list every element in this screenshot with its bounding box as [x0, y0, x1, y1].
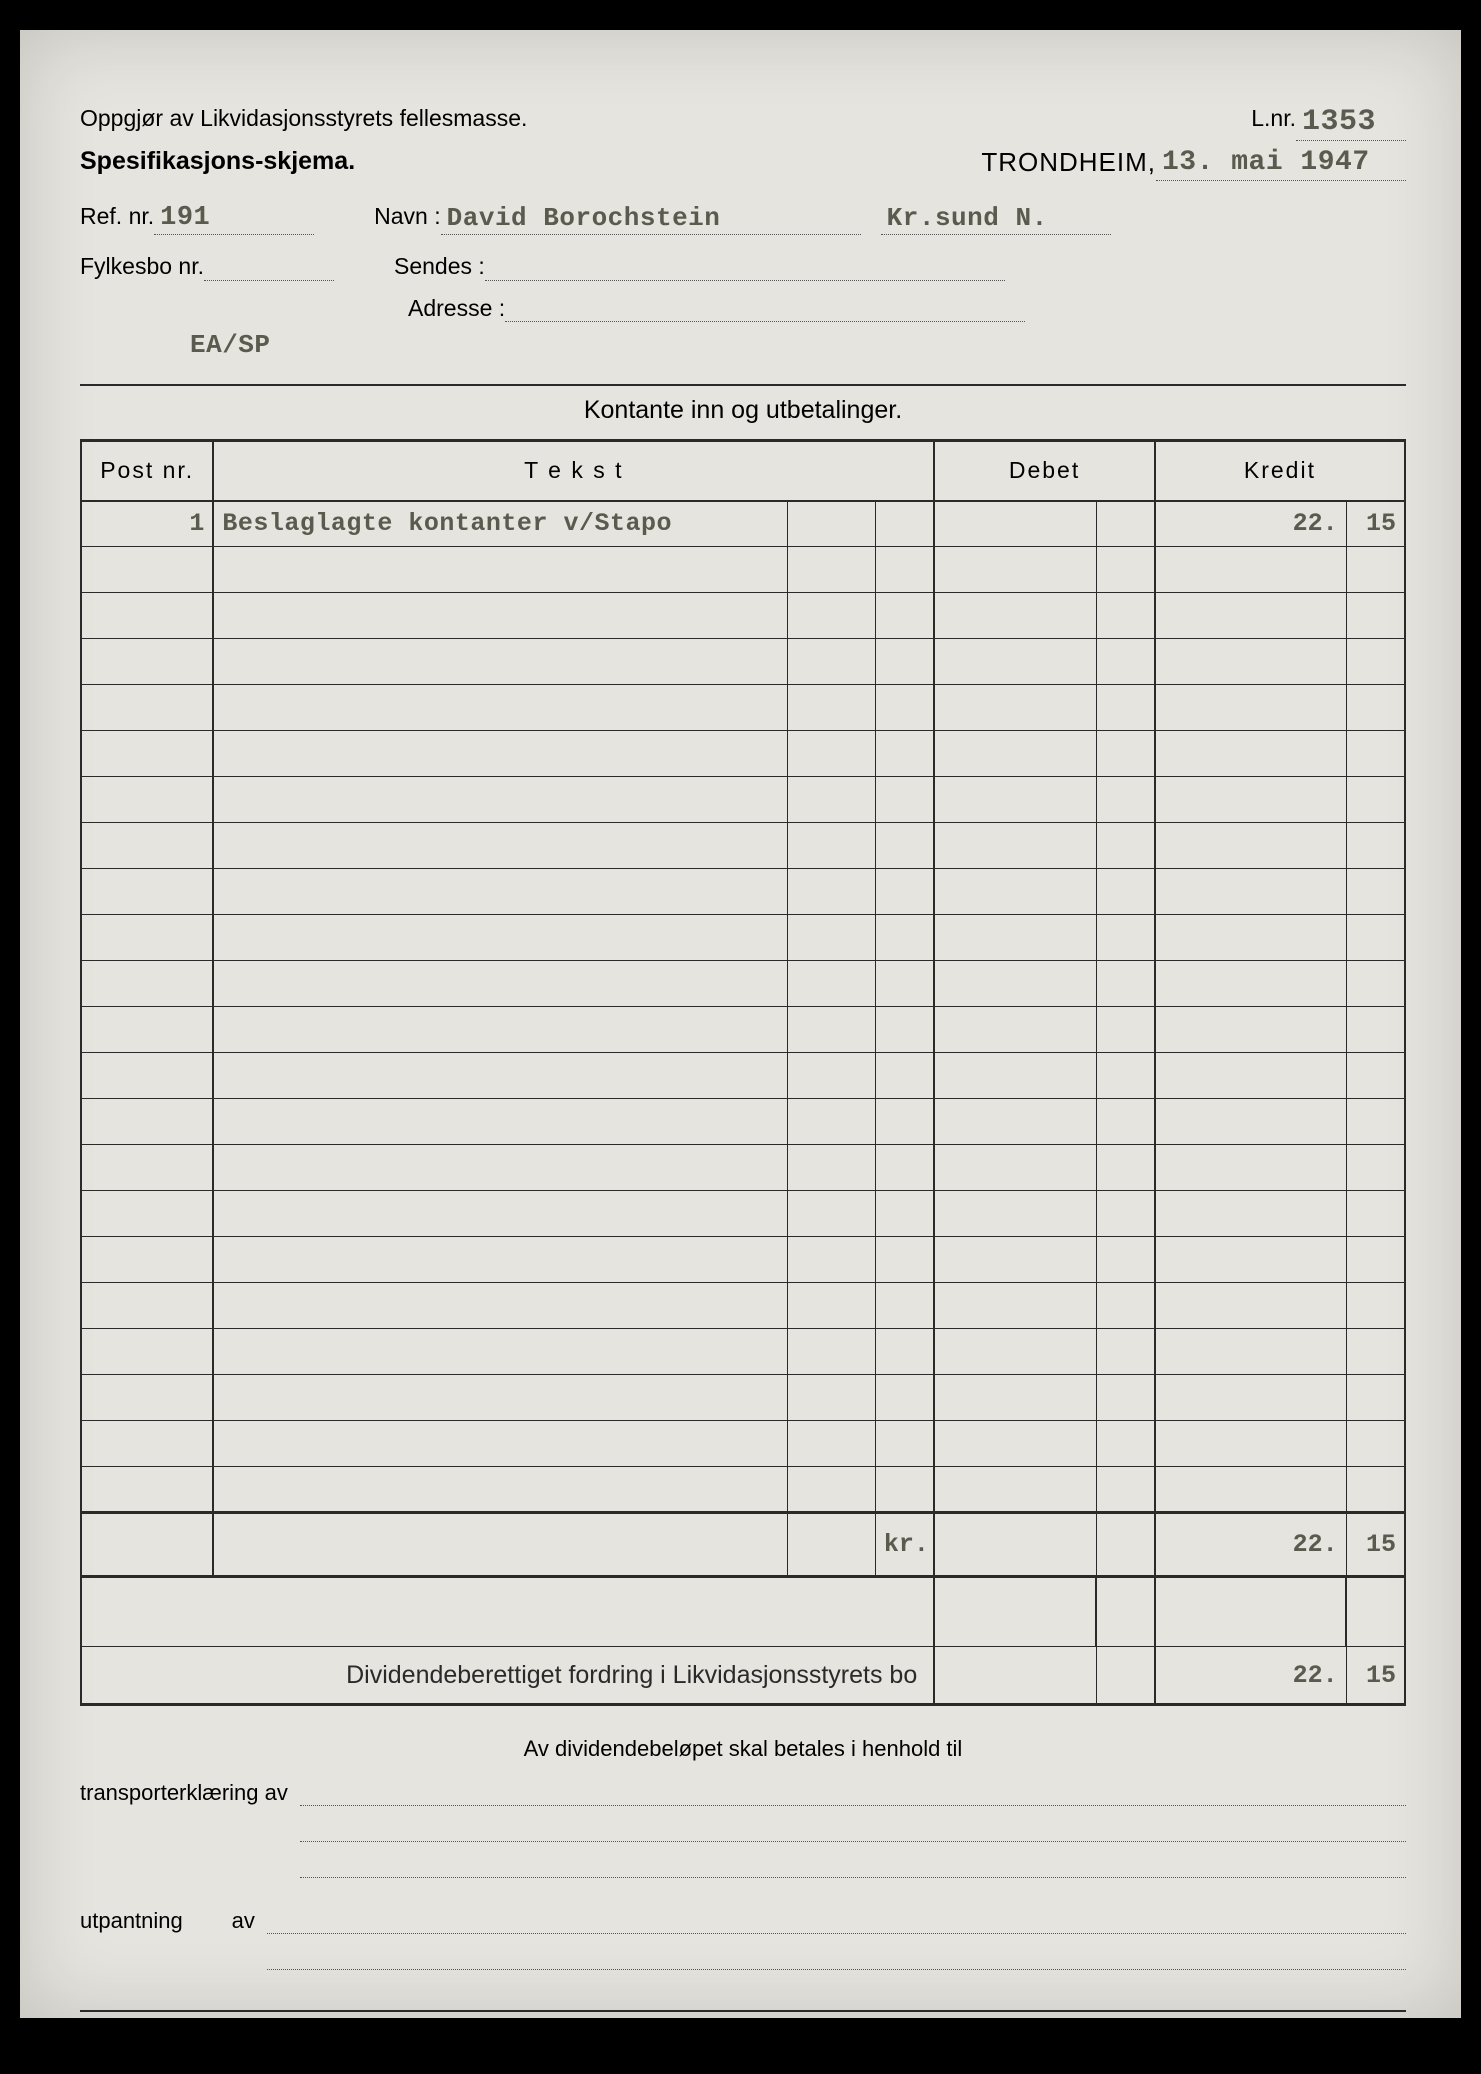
ref-label: Ref. nr. [80, 203, 154, 235]
transport-label: transporterklæring av [80, 1780, 300, 1806]
totals-kredit-cent: 15 [1346, 1513, 1405, 1577]
title-line2: Spesifikasjons-skjema. [80, 147, 355, 181]
header-row-6: EA/SP [80, 330, 1406, 360]
table-header-row: Post nr. T e k s t Debet Kredit [81, 441, 1405, 501]
cell-debet-cent [1096, 501, 1155, 547]
totals-label: kr. [875, 1513, 934, 1577]
totals-debet-cent [1096, 1513, 1155, 1577]
ledger-table: Post nr. T e k s t Debet Kredit 1Beslagl… [80, 439, 1406, 1706]
dividend-label: Dividendeberettiget fordring i Likvidasj… [81, 1647, 934, 1705]
header-row-2: Spesifikasjons-skjema. TRONDHEIM, 13. ma… [80, 147, 1406, 181]
col-kredit: Kredit [1155, 441, 1405, 501]
cell-sub2 [875, 501, 934, 547]
adresse-label: Adresse : [408, 295, 505, 323]
table-row [81, 1145, 1405, 1191]
utpant-fill-1 [267, 1908, 1406, 1934]
sendes-value [485, 253, 1005, 281]
table-row [81, 1099, 1405, 1145]
nb-notice: NB. Hvis De vet om transporter eller utp… [80, 2010, 1406, 2074]
totals-kredit-main: 22. [1155, 1513, 1346, 1577]
sted-value: Kr.sund N. [881, 203, 1111, 235]
ref-value: 191 [154, 203, 314, 235]
transport-line-3: transporterklæring av [80, 1852, 1406, 1878]
initials: EA/SP [190, 330, 271, 360]
utpant-line-1: utpantning av [80, 1908, 1406, 1934]
table-row [81, 547, 1405, 593]
header-row-1: Oppgjør av Likvidasjonsstyrets fellesmas… [80, 105, 1406, 141]
utpant-fill-2 [267, 1944, 1406, 1970]
table-row [81, 639, 1405, 685]
table-row [81, 593, 1405, 639]
table-row [81, 1191, 1405, 1237]
dividend-kredit-cent: 15 [1346, 1647, 1405, 1705]
cell-debet-main [934, 501, 1096, 547]
totals-debet-main [934, 1513, 1096, 1577]
adresse-value [505, 295, 1025, 323]
table-row: kr. 22.15 [81, 1513, 1405, 1577]
utpant-label: utpantning av [80, 1908, 267, 1934]
title-line1: Oppgjør av Likvidasjonsstyrets fellesmas… [80, 105, 527, 141]
table-row [81, 1421, 1405, 1467]
header-row-3: Ref. nr. 191 Navn : David Borochstein Kr… [80, 203, 1406, 235]
transport-fill-2 [300, 1816, 1406, 1842]
navn-value: David Borochstein [441, 203, 861, 235]
table-row [81, 1283, 1405, 1329]
document-page: Oppgjør av Likvidasjonsstyrets fellesmas… [20, 30, 1461, 2018]
dividend-kredit-main: 22. [1155, 1647, 1346, 1705]
cell-post: 1 [81, 501, 213, 547]
table-row [81, 1375, 1405, 1421]
col-post: Post nr. [81, 441, 213, 501]
cell-kredit-main: 22. [1155, 501, 1346, 547]
table-row [81, 685, 1405, 731]
table-row [81, 731, 1405, 777]
header-row-5: Adresse : [80, 295, 1406, 323]
table-row: Dividendeberettiget fordring i Likvidasj… [81, 1647, 1405, 1705]
table-row [81, 1467, 1405, 1513]
table-row [81, 1053, 1405, 1099]
table-row [81, 1329, 1405, 1375]
fylkesbo-value [204, 253, 334, 281]
table-row [81, 823, 1405, 869]
fylkesbo-label: Fylkesbo nr. [80, 253, 204, 281]
table-row [81, 1237, 1405, 1283]
date-value: 13. mai 1947 [1156, 147, 1406, 181]
cell-sub1 [787, 501, 875, 547]
col-debet: Debet [934, 441, 1155, 501]
table-row [81, 915, 1405, 961]
lnr-label: L.nr. [1251, 105, 1296, 141]
city-label: TRONDHEIM, [981, 147, 1156, 181]
transport-line-2: transporterklæring av [80, 1816, 1406, 1842]
transport-line-1: transporterklæring av [80, 1780, 1406, 1806]
table-row [81, 1007, 1405, 1053]
table-row [81, 1577, 1405, 1647]
footer-lead: Av dividendebeløpet skal betales i henho… [80, 1736, 1406, 1762]
section-title: Kontante inn og utbetalinger. [80, 384, 1406, 439]
transport-fill-1 [300, 1780, 1406, 1806]
header-row-4: Fylkesbo nr. Sendes : [80, 253, 1406, 281]
footer-block: Av dividendebeløpet skal betales i henho… [80, 1736, 1406, 2074]
nb-prefix: NB. [80, 2022, 119, 2047]
table-row [81, 961, 1405, 1007]
col-tekst: T e k s t [213, 441, 934, 501]
utpant-line-2: utpantning av [80, 1944, 1406, 1970]
table-row [81, 777, 1405, 823]
sendes-label: Sendes : [394, 253, 485, 281]
cell-kredit-cent: 15 [1346, 501, 1405, 547]
table-row [81, 869, 1405, 915]
table-row: 1Beslaglagte kontanter v/Stapo 22.15 [81, 501, 1405, 547]
cell-tekst: Beslaglagte kontanter v/Stapo [213, 501, 787, 547]
navn-label: Navn : [374, 203, 440, 235]
lnr-value: 1353 [1296, 105, 1406, 141]
transport-fill-3 [300, 1852, 1406, 1878]
